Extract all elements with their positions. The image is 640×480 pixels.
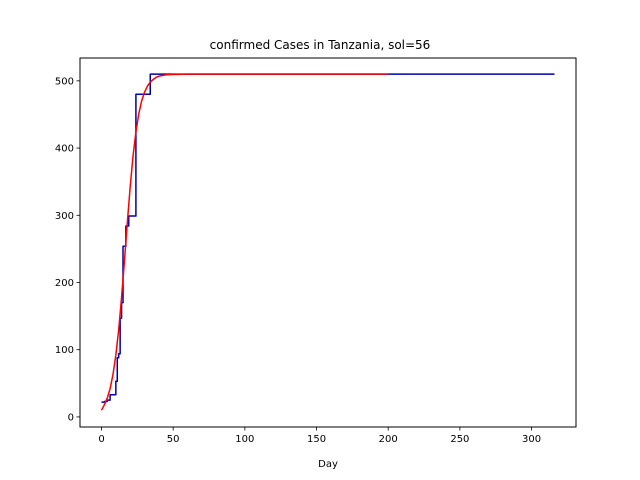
x-tick-label: 0 (98, 434, 104, 445)
chart-title: confirmed Cases in Tanzania, sol=56 (210, 38, 431, 52)
series-line-1 (101, 73, 555, 403)
plot-frame (79, 57, 577, 428)
y-tick-label: 0 (68, 412, 74, 423)
y-tick-label: 400 (55, 144, 74, 155)
y-tick-label: 100 (55, 345, 74, 356)
x-tick-label: 50 (167, 434, 180, 445)
y-tick-label: 200 (55, 278, 74, 289)
x-tick-label: 250 (450, 434, 469, 445)
x-axis-ticks: 0 50 100 150 200 250 300 (98, 427, 541, 445)
x-tick-label: 100 (235, 434, 254, 445)
series-layer (100, 73, 555, 411)
y-axis-ticks: 0 100 200 300 400 500 (55, 76, 80, 423)
x-axis-label: Day (318, 459, 338, 470)
x-tick-label: 300 (522, 434, 541, 445)
y-tick-label: 500 (55, 76, 74, 87)
x-tick-label: 150 (307, 434, 326, 445)
x-tick-label: 200 (379, 434, 398, 445)
y-tick-label: 300 (55, 211, 74, 222)
series-line-2 (100, 73, 389, 411)
